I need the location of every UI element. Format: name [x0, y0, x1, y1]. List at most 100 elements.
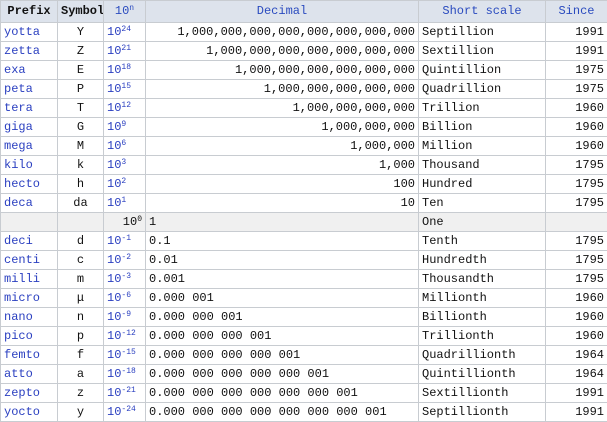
power-cell: 10-24: [104, 403, 146, 422]
symbol-cell-text: m: [77, 272, 84, 286]
prefix-cell[interactable]: deci: [1, 232, 58, 251]
power-cell: 1015: [104, 80, 146, 99]
prefix-cell[interactable]: exa: [1, 61, 58, 80]
short-scale-cell-text: Millionth: [422, 291, 487, 305]
short-scale-cell-text: Quintillionth: [422, 367, 516, 381]
since-cell: 1964: [546, 365, 607, 384]
power-base: 10: [123, 215, 137, 229]
prefix-cell[interactable]: giga: [1, 118, 58, 137]
power-base: 10: [107, 82, 121, 96]
prefix-cell[interactable]: pico: [1, 327, 58, 346]
symbol-cell-text: n: [77, 310, 84, 324]
short-scale-cell-text: Billionth: [422, 310, 487, 324]
since-cell: 1960: [546, 289, 607, 308]
short-scale-cell: Thousandth: [419, 270, 546, 289]
decimal-cell: 0.000 000 000 000 001: [146, 346, 419, 365]
power-base: 10: [115, 4, 129, 18]
prefix-cell[interactable]: micro: [1, 289, 58, 308]
power-exponent: -24: [121, 405, 135, 414]
since-cell: 1964: [546, 346, 607, 365]
power-exponent: 18: [121, 63, 131, 72]
prefix-cell[interactable]: nano: [1, 308, 58, 327]
power-exponent: n: [129, 4, 134, 13]
prefix-cell[interactable]: zepto: [1, 384, 58, 403]
column-header-text: Prefix: [7, 4, 50, 18]
prefix-cell[interactable]: yocto: [1, 403, 58, 422]
decimal-cell-text: 0.000 000 001: [149, 310, 243, 324]
power-cell: 1021: [104, 42, 146, 61]
power-exponent: 2: [121, 177, 126, 186]
power-exponent: -9: [121, 310, 131, 319]
power-cell: 10-2: [104, 251, 146, 270]
prefix-cell-text: zepto: [4, 386, 40, 400]
power-cell: 1024: [104, 23, 146, 42]
decimal-cell-text: 100: [393, 177, 415, 191]
prefix-cell-text: mega: [4, 139, 33, 153]
power-base: 10: [107, 291, 121, 305]
symbol-cell: P: [58, 80, 104, 99]
prefix-cell[interactable]: hecto: [1, 175, 58, 194]
short-scale-cell: Billionth: [419, 308, 546, 327]
power-base: 10: [107, 158, 121, 172]
prefix-cell[interactable]: femto: [1, 346, 58, 365]
power-base: 10: [107, 120, 121, 134]
since-cell-text: 1795: [575, 253, 604, 267]
symbol-cell: m: [58, 270, 104, 289]
power-exponent: 12: [121, 101, 131, 110]
prefix-cell[interactable]: deca: [1, 194, 58, 213]
symbol-cell-text: P: [77, 82, 84, 96]
prefix-cell-text: deca: [4, 196, 33, 210]
decimal-cell-text: 0.001: [149, 272, 185, 286]
symbol-cell-text: p: [77, 329, 84, 343]
short-scale-cell: One: [419, 213, 546, 232]
column-header-text: Decimal: [257, 4, 307, 18]
since-cell-text: 1964: [575, 367, 604, 381]
power-cell: 10-6: [104, 289, 146, 308]
decimal-cell: 0.1: [146, 232, 419, 251]
prefix-cell-text: kilo: [4, 158, 33, 172]
prefix-cell[interactable]: milli: [1, 270, 58, 289]
symbol-cell: [58, 213, 104, 232]
prefix-cell[interactable]: yotta: [1, 23, 58, 42]
decimal-cell-text: 0.1: [149, 234, 171, 248]
power-base: 10: [107, 272, 121, 286]
since-cell-text: 1960: [575, 329, 604, 343]
decimal-cell: 1,000,000,000,000,000,000,000: [146, 42, 419, 61]
symbol-cell: y: [58, 403, 104, 422]
prefix-cell[interactable]: peta: [1, 80, 58, 99]
power-base: 10: [107, 196, 121, 210]
decimal-cell-text: 1,000: [379, 158, 415, 172]
decimal-cell-text: 1,000,000,000,000: [293, 101, 415, 115]
decimal-cell-text: 0.000 000 000 000 000 000 001: [149, 386, 358, 400]
prefix-cell[interactable]: atto: [1, 365, 58, 384]
short-scale-cell-text: Hundred: [422, 177, 472, 191]
short-scale-cell: Trillion: [419, 99, 546, 118]
prefix-cell[interactable]: zetta: [1, 42, 58, 61]
power-base: 10: [107, 310, 121, 324]
prefix-cell[interactable]: kilo: [1, 156, 58, 175]
since-cell-text: 1991: [575, 25, 604, 39]
column-header-text: Since: [558, 4, 594, 18]
column-header: Decimal: [146, 1, 419, 23]
column-header-text: Short scale: [442, 4, 521, 18]
prefix-cell-text: tera: [4, 101, 33, 115]
prefix-cell[interactable]: mega: [1, 137, 58, 156]
power-exponent: -3: [121, 272, 131, 281]
prefix-cell[interactable]: tera: [1, 99, 58, 118]
short-scale-cell-text: Thousandth: [422, 272, 494, 286]
short-scale-cell-text: Trillion: [422, 101, 480, 115]
prefix-cell-text: deci: [4, 234, 33, 248]
decimal-cell: 100: [146, 175, 419, 194]
column-header: Prefix: [1, 1, 58, 23]
power-base: 10: [107, 177, 121, 191]
prefix-cell[interactable]: centi: [1, 251, 58, 270]
since-cell: 1795: [546, 251, 607, 270]
symbol-cell: T: [58, 99, 104, 118]
power-base: 10: [107, 139, 121, 153]
